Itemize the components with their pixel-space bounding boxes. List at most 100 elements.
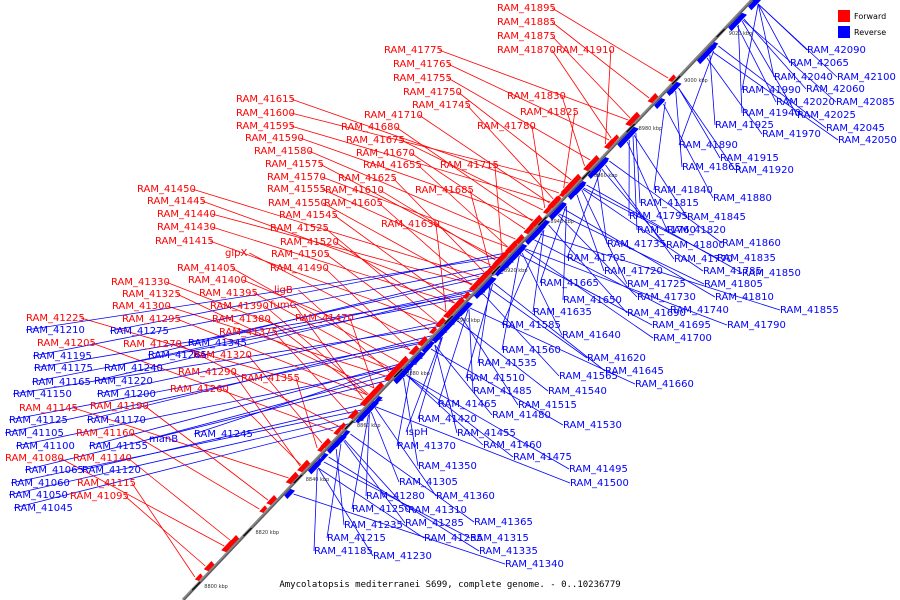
reverse-gene-label: RAM_42020 [776, 97, 835, 108]
reverse-leader-line [457, 320, 549, 392]
reverse-leader-line [406, 374, 514, 458]
reverse-gene-label: ispH [406, 427, 428, 438]
axis-tick-label: 8940 kbp [550, 219, 574, 225]
legend-reverse-label: Reverse [854, 28, 886, 37]
reverse-leader-line [563, 208, 716, 298]
reverse-gene-label: RAM_41370 [397, 441, 456, 452]
reverse-leader-line [374, 407, 437, 497]
reverse-gene-feature [394, 369, 409, 383]
reverse-leader-line [8, 337, 442, 421]
forward-leader-line [253, 292, 393, 370]
reverse-gene-label: RAM_41800 [666, 240, 725, 251]
forward-gene-feature [547, 195, 562, 209]
reverse-gene-label: RAM_41280 [366, 491, 425, 502]
reverse-gene-label: RAM_41265 [148, 350, 207, 361]
reverse-gene-label: RAM_41275 [110, 326, 169, 337]
forward-gene-feature [338, 422, 347, 430]
reverse-gene-label: RAM_41100 [16, 441, 75, 452]
forward-leader-line [551, 21, 650, 99]
legend: Forward Reverse [838, 10, 886, 38]
forward-gene-label: RAM_41400 [188, 275, 247, 286]
forward-gene-feature [462, 291, 471, 299]
reverse-gene-label: RAM_41695 [652, 320, 711, 331]
forward-leader-line [418, 114, 550, 204]
reverse-gene-label: RAM_41850 [742, 268, 801, 279]
reverse-gene-label: RAM_41880 [713, 193, 772, 204]
reverse-leader-line [741, 3, 759, 91]
forward-gene-feature [566, 178, 578, 189]
forward-gene-label: RAM_41260 [170, 384, 229, 395]
reverse-gene-label: RAM_41890 [679, 140, 738, 151]
reverse-gene-label: RAM_41665 [540, 278, 599, 289]
forward-gene-label: RAM_41685 [415, 185, 474, 196]
reverse-leader-line [417, 336, 443, 420]
reverse-leader-line [88, 357, 423, 447]
forward-gene-label: RAM_41885 [497, 17, 556, 28]
reverse-leader-line [313, 468, 318, 552]
forward-leader-line [73, 407, 289, 479]
forward-leader-line [447, 63, 610, 141]
forward-gene-feature [221, 539, 236, 553]
reverse-leader-line [365, 413, 370, 497]
forward-gene-label: RAM_41765 [393, 59, 452, 70]
forward-gene-label: RAM_41205 [37, 338, 96, 349]
forward-leader-line [232, 371, 301, 467]
forward-gene-feature [668, 74, 677, 82]
forward-leader-line [531, 125, 546, 209]
forward-leader-line [551, 7, 669, 79]
reverse-gene-label: RAM_41810 [715, 292, 774, 303]
forward-gene-label: RAM_41320 [193, 350, 252, 361]
forward-gene-label: RAM_41605 [324, 198, 383, 209]
forward-gene-feature [429, 326, 438, 334]
reverse-gene-label: RAM_41310 [408, 505, 467, 516]
reverse-gene-feature [320, 453, 329, 461]
reverse-gene-label: RAM_41815 [640, 198, 699, 209]
reverse-gene-label: RAM_42040 [774, 72, 833, 83]
reverse-leader-line [396, 369, 412, 447]
reverse-leader-line [633, 134, 688, 218]
reverse-gene-label: RAM_41350 [418, 461, 477, 472]
reverse-gene-label: RAM_41690 [627, 308, 686, 319]
reverse-leader-line [403, 377, 419, 467]
forward-gene-label: RAM_41395 [199, 288, 258, 299]
reverse-leader-line [675, 90, 683, 168]
reverse-gene-label: RAM_41050 [9, 490, 68, 501]
reverse-leader-line [757, 3, 791, 64]
reverse-gene-feature [355, 416, 364, 424]
reverse-gene-label: RAM_41495 [569, 464, 628, 475]
reverse-gene-feature [517, 245, 526, 253]
forward-gene-label: RAM_41655 [363, 160, 422, 171]
reverse-gene-label: RAM_41210 [26, 325, 85, 336]
forward-gene-label: RAM_41440 [157, 209, 216, 220]
reverse-gene-label: RAM_41735 [607, 239, 666, 250]
reverse-leader-line [293, 493, 506, 565]
reverse-leader-line [317, 467, 374, 557]
reverse-leader-line [81, 399, 383, 471]
forward-leader-line [494, 164, 503, 254]
forward-gene-label: RAM_41405 [177, 263, 236, 274]
forward-gene-feature [259, 505, 268, 513]
reverse-gene-label: RAM_41700 [653, 333, 712, 344]
forward-leader-line [410, 152, 526, 230]
forward-leader-line [308, 150, 516, 240]
forward-gene-feature [383, 371, 395, 382]
forward-gene-label: ligB [274, 285, 293, 296]
reverse-leader-line [328, 456, 480, 552]
reverse-leader-line [525, 248, 728, 326]
reverse-gene-label: RAM_41530 [563, 420, 622, 431]
axis-tick-label: 8800 kbp [204, 584, 228, 590]
reverse-gene-label: RAM_41305 [399, 477, 458, 488]
reverse-gene-feature [432, 335, 441, 343]
legend-forward-swatch [838, 10, 850, 22]
axis-tick-mark [716, 28, 726, 38]
reverse-gene-label: RAM_41165 [32, 377, 91, 388]
reverse-gene-label: RAM_41725 [627, 279, 686, 290]
forward-gene-label: RAM_41145 [19, 403, 78, 414]
forward-gene-label: RAM_41430 [157, 222, 216, 233]
axis-tick-mark [537, 216, 547, 226]
reverse-gene-label: RAM_41125 [9, 415, 68, 426]
reverse-gene-feature [359, 406, 374, 420]
reverse-gene-label: RAM_41420 [418, 414, 477, 425]
reverse-leader-line [86, 331, 448, 421]
reverse-leader-line [326, 443, 342, 539]
